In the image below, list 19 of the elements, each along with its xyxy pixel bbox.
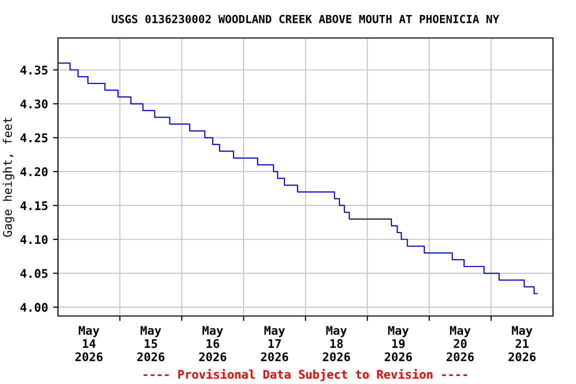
y-tick-label: 4.10	[20, 235, 48, 244]
text: ---- Provisional Data Subject to Revision ----	[144, 368, 468, 382]
x-tick-label: May 20 2026	[446, 326, 474, 362]
x-tick-label: May 18 2026	[322, 326, 350, 362]
x-tick-label: May 19 2026	[384, 326, 412, 362]
y-tick-label: 4.25	[20, 133, 48, 142]
x-tick-label: May 21 2026	[508, 326, 536, 362]
y-tick-label: 4.05	[20, 269, 48, 278]
x-tick-label: May 17 2026	[261, 326, 288, 362]
x-tick-label: May 14 2026	[75, 326, 103, 362]
y-tick-label: 4.15	[20, 201, 48, 210]
chart-title: USGS 0136230002 WOODLAND CREEK ABOVE MOUTH AT PHOENICIA NY	[112, 14, 500, 24]
y-tick-label: 4.20	[20, 167, 48, 176]
x-tick-label: May 16 2026	[199, 326, 226, 362]
y-axis-title: Gage height, feet	[2, 118, 14, 237]
y-tick-label: 4.30	[20, 99, 48, 108]
y-tick-label: 4.35	[20, 66, 48, 75]
y-tick-label: 4.00	[20, 302, 48, 312]
x-tick-label: May 15 2026	[137, 326, 164, 362]
